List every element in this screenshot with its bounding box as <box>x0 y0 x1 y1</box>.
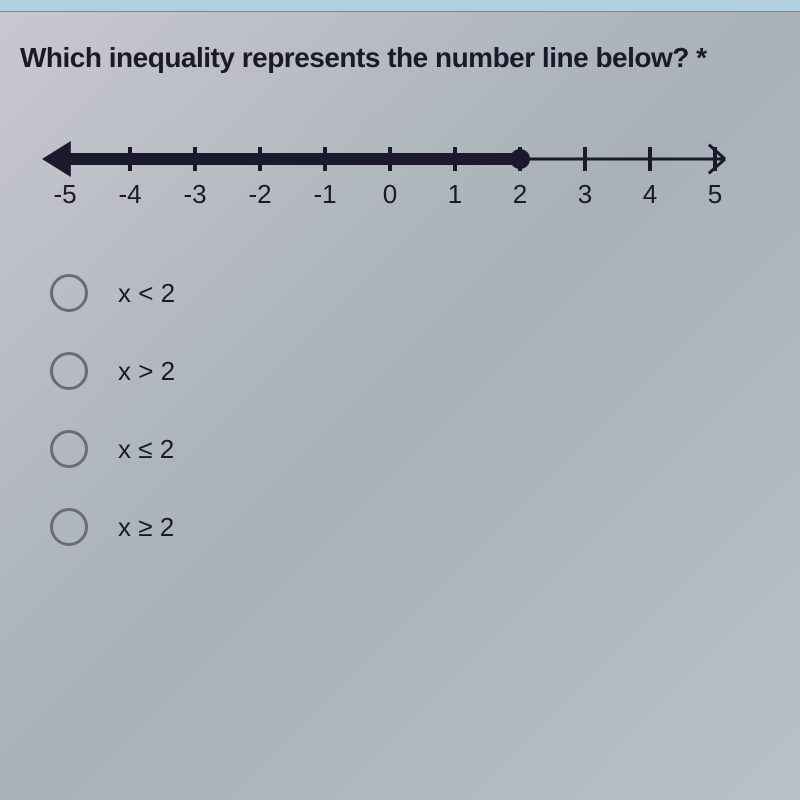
option-row[interactable]: x > 2 <box>50 352 780 390</box>
svg-text:-1: -1 <box>313 179 336 209</box>
option-row[interactable]: x ≤ 2 <box>50 430 780 468</box>
option-row[interactable]: x ≥ 2 <box>50 508 780 546</box>
radio-button[interactable] <box>50 352 88 390</box>
option-label: x < 2 <box>118 278 175 309</box>
svg-text:4: 4 <box>643 179 657 209</box>
option-label: x ≤ 2 <box>118 434 174 465</box>
svg-text:2: 2 <box>513 179 527 209</box>
option-row[interactable]: x < 2 <box>50 274 780 312</box>
option-label: x > 2 <box>118 356 175 387</box>
question-text: Which inequality represents the number l… <box>20 42 780 74</box>
svg-text:-4: -4 <box>118 179 141 209</box>
question-label: Which inequality represents the number l… <box>20 42 689 73</box>
number-line-svg: -5 -4 -3 -2 -1 0 1 2 3 4 5 <box>30 124 750 224</box>
required-mark: * <box>696 42 706 73</box>
content-area: Which inequality represents the number l… <box>0 12 800 616</box>
option-label: x ≥ 2 <box>118 512 174 543</box>
svg-text:-3: -3 <box>183 179 206 209</box>
radio-button[interactable] <box>50 508 88 546</box>
svg-text:-2: -2 <box>248 179 271 209</box>
svg-text:3: 3 <box>578 179 592 209</box>
options-list: x < 2 x > 2 x ≤ 2 x ≥ 2 <box>50 274 780 546</box>
top-bar <box>0 0 800 12</box>
svg-text:-5: -5 <box>53 179 76 209</box>
radio-button[interactable] <box>50 430 88 468</box>
svg-text:1: 1 <box>448 179 462 209</box>
number-line: -5 -4 -3 -2 -1 0 1 2 3 4 5 <box>30 124 750 224</box>
svg-text:0: 0 <box>383 179 397 209</box>
radio-button[interactable] <box>50 274 88 312</box>
svg-text:5: 5 <box>708 179 722 209</box>
